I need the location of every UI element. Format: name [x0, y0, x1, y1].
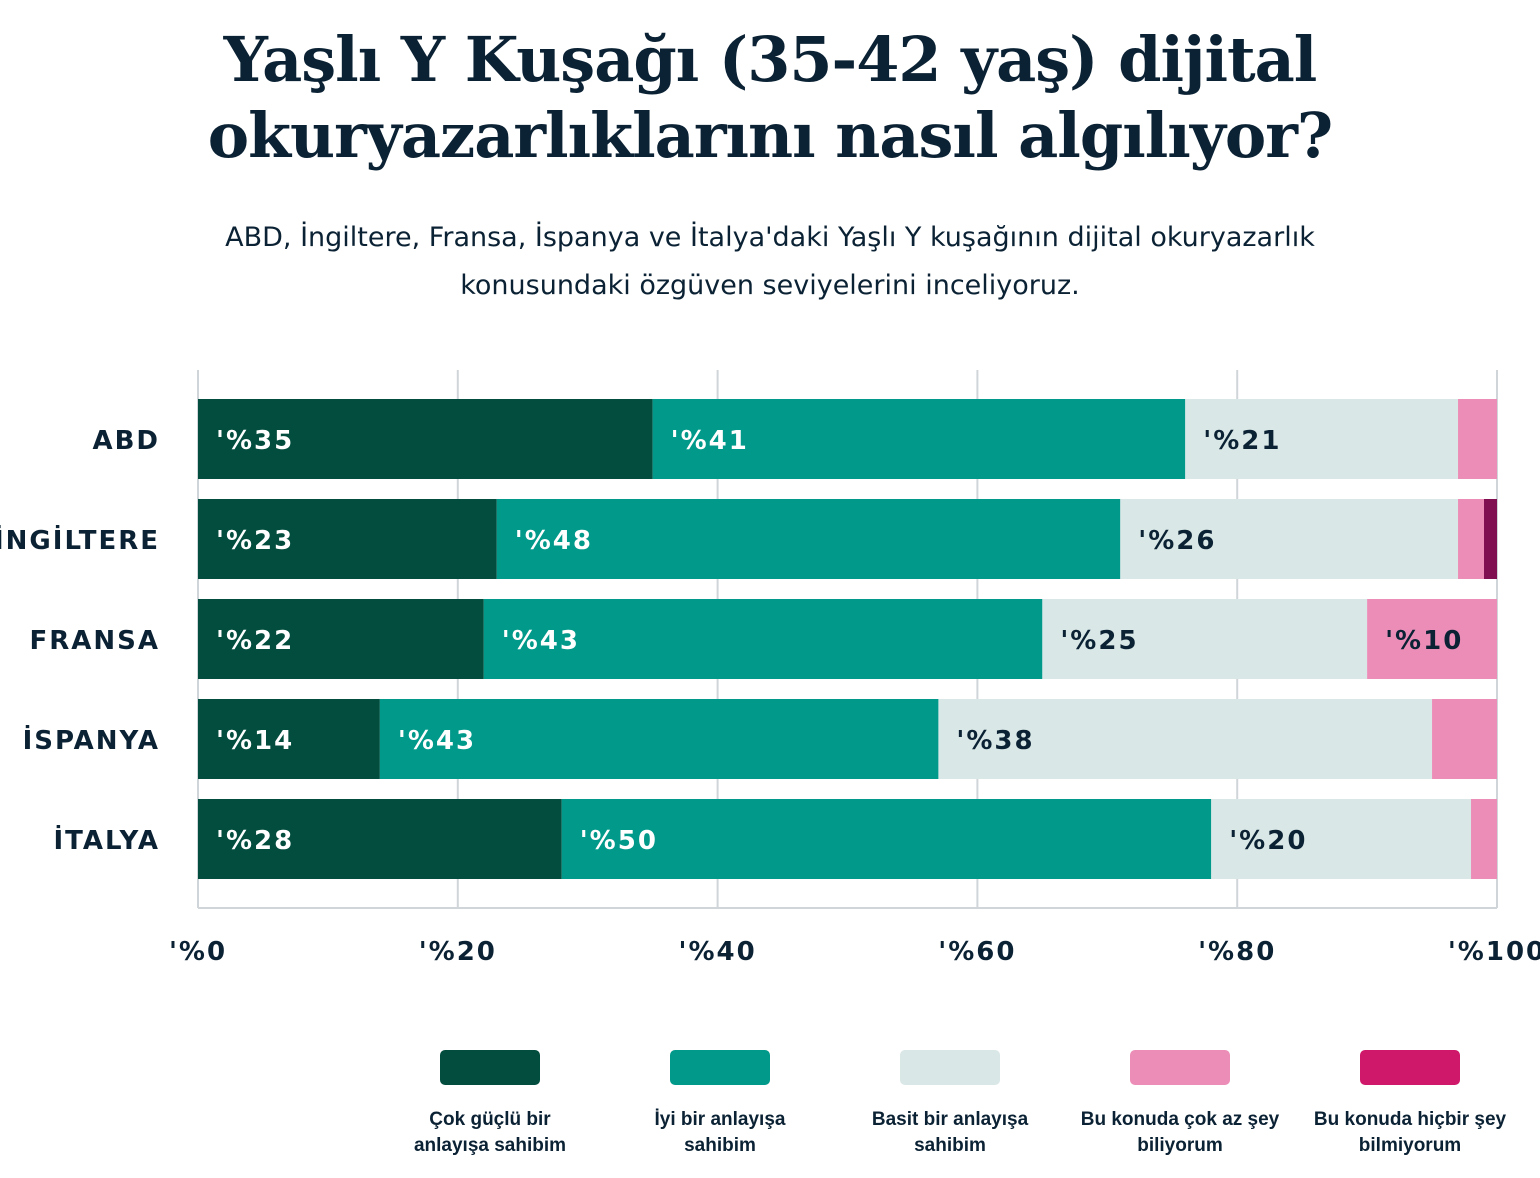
legend-swatch	[1130, 1050, 1230, 1085]
chart-subtitle: ABD, İngiltere, Fransa, İspanya ve İtaly…	[225, 222, 1315, 301]
legend-swatch	[1360, 1050, 1460, 1085]
stacked-bar-chart: '%0 '%20 '%40 '%60 '%80 '%100 ABD '%35 '%41 '%21 İ…	[0, 370, 1540, 967]
legend-item: Çok güçlü bir anlayışa sahibim	[390, 1050, 590, 1159]
legend-label: İyi bir anlayışa sahibim	[654, 1109, 786, 1156]
legend-label: Basit bir anlayışa sahibim	[871, 1109, 1029, 1156]
x-tick-label: '%60	[938, 937, 1016, 967]
bar-segment	[1211, 799, 1472, 879]
legend-item: Bu konuda hiçbir şey bilmiyorum	[1310, 1050, 1510, 1159]
x-tick-label: '%40	[678, 937, 756, 967]
bar-segment	[1458, 499, 1485, 579]
legend-swatch	[440, 1050, 540, 1085]
bar-segment	[561, 799, 1212, 879]
data-label: '%48	[515, 526, 593, 556]
bar-segment	[198, 399, 653, 479]
bar-segment	[1471, 799, 1497, 879]
bar-segment	[379, 699, 939, 779]
data-label: '%10	[1385, 626, 1463, 656]
data-label: '%22	[216, 626, 294, 656]
bar-segment	[1185, 399, 1459, 479]
data-label: '%28	[216, 826, 294, 856]
bar-segment	[483, 599, 1043, 679]
x-tick-label: '%0	[169, 937, 227, 967]
data-label: '%41	[671, 426, 749, 456]
category-label: FRANSA	[29, 626, 160, 656]
data-label: '%23	[216, 526, 294, 556]
bar-segment	[652, 399, 1186, 479]
legend-item: İyi bir anlayışa sahibim	[620, 1050, 820, 1159]
bar-segment	[198, 799, 562, 879]
data-label: '%21	[1203, 426, 1281, 456]
bar-segment	[1367, 599, 1497, 679]
bar-segment	[198, 499, 497, 579]
data-label: '%25	[1060, 626, 1138, 656]
data-label: '%38	[956, 726, 1034, 756]
legend-swatch	[900, 1050, 1000, 1085]
category-label: İNGİLTERE	[0, 524, 160, 556]
x-tick-label: '%80	[1198, 937, 1276, 967]
legend-swatch	[670, 1050, 770, 1085]
bar-segment	[1458, 399, 1497, 479]
data-label: '%50	[580, 826, 658, 856]
data-label: '%14	[216, 726, 294, 756]
bar-segment	[1120, 499, 1459, 579]
x-tick-label: '%100	[1448, 937, 1540, 967]
category-label: İSPANYA	[23, 724, 160, 756]
category-label: İTALYA	[54, 824, 161, 856]
bar-segment	[1042, 599, 1368, 679]
data-label: '%35	[216, 426, 294, 456]
legend-item: Basit bir anlayışa sahibim	[850, 1050, 1050, 1159]
data-label: '%43	[502, 626, 580, 656]
bar-segment	[198, 699, 380, 779]
category-label: ABD	[92, 426, 160, 456]
bar-segment	[496, 499, 1121, 579]
legend-label: Çok güçlü bir anlayışa sahibim	[413, 1109, 567, 1156]
bar-segment	[938, 699, 1433, 779]
legend-item: Bu konuda çok az şey biliyorum	[1080, 1050, 1280, 1159]
legend-label: Bu konuda hiçbir şey bilmiyorum	[1313, 1109, 1507, 1156]
x-tick-label: '%20	[419, 937, 497, 967]
bar-segment	[198, 599, 484, 679]
bar-segment	[1484, 499, 1497, 579]
bar-segment	[1432, 699, 1497, 779]
data-label: '%43	[398, 726, 476, 756]
data-label: '%20	[1229, 826, 1307, 856]
data-label: '%26	[1138, 526, 1216, 556]
chart-title: Yaşlı Y Kuşağı (35-42 yaş) dijital okury…	[207, 23, 1333, 172]
legend-label: Bu konuda çok az şey biliyorum	[1080, 1109, 1280, 1156]
